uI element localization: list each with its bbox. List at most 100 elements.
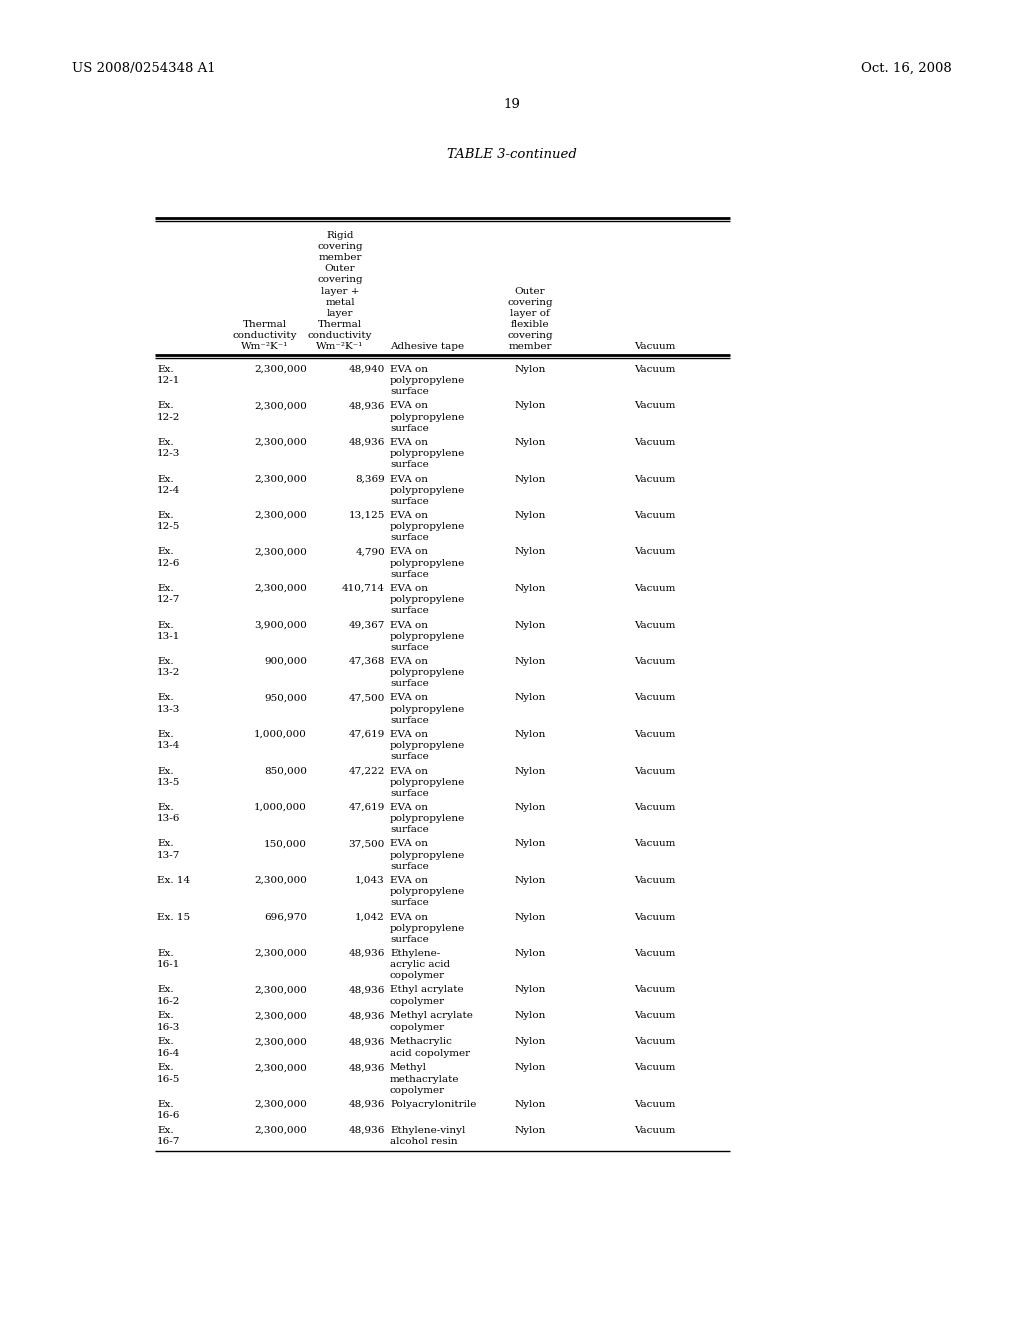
Text: Ex.
13-6: Ex. 13-6	[157, 803, 180, 824]
Text: 48,936: 48,936	[348, 1100, 385, 1109]
Text: 2,300,000: 2,300,000	[254, 511, 307, 520]
Text: 2,300,000: 2,300,000	[254, 583, 307, 593]
Text: Ex.
16-2: Ex. 16-2	[157, 986, 180, 1006]
Text: 950,000: 950,000	[264, 693, 307, 702]
Text: Nylon: Nylon	[514, 730, 546, 739]
Text: Ex.
12-1: Ex. 12-1	[157, 366, 180, 385]
Text: EVA on
polypropylene
surface: EVA on polypropylene surface	[390, 583, 465, 615]
Text: Nylon: Nylon	[514, 1038, 546, 1047]
Text: EVA on
polypropylene
surface: EVA on polypropylene surface	[390, 548, 465, 578]
Text: Ex.
13-1: Ex. 13-1	[157, 620, 180, 640]
Text: Ex.
12-5: Ex. 12-5	[157, 511, 180, 531]
Text: Nylon: Nylon	[514, 1064, 546, 1072]
Text: Ex.
12-7: Ex. 12-7	[157, 583, 180, 605]
Text: Nylon: Nylon	[514, 511, 546, 520]
Text: 2,300,000: 2,300,000	[254, 401, 307, 411]
Text: Ex.
16-4: Ex. 16-4	[157, 1038, 180, 1057]
Text: 1,042: 1,042	[355, 912, 385, 921]
Text: Vacuum: Vacuum	[634, 1011, 676, 1020]
Text: 37,500: 37,500	[348, 840, 385, 849]
Text: 900,000: 900,000	[264, 657, 307, 667]
Text: Vacuum: Vacuum	[634, 1100, 676, 1109]
Text: Vacuum: Vacuum	[634, 1064, 676, 1072]
Text: Nylon: Nylon	[514, 1100, 546, 1109]
Text: 410,714: 410,714	[342, 583, 385, 593]
Text: Vacuum: Vacuum	[634, 620, 676, 630]
Text: Ex.
16-1: Ex. 16-1	[157, 949, 180, 969]
Text: Vacuum: Vacuum	[634, 657, 676, 667]
Text: Nylon: Nylon	[514, 803, 546, 812]
Text: EVA on
polypropylene
surface: EVA on polypropylene surface	[390, 657, 465, 688]
Text: Nylon: Nylon	[514, 583, 546, 593]
Text: EVA on
polypropylene
surface: EVA on polypropylene surface	[390, 620, 465, 652]
Text: 2,300,000: 2,300,000	[254, 1011, 307, 1020]
Text: 1,043: 1,043	[355, 876, 385, 884]
Text: Ex.
13-5: Ex. 13-5	[157, 767, 180, 787]
Text: EVA on
polypropylene
surface: EVA on polypropylene surface	[390, 474, 465, 506]
Text: Vacuum: Vacuum	[634, 342, 676, 351]
Text: 2,300,000: 2,300,000	[254, 949, 307, 958]
Text: 48,940: 48,940	[348, 366, 385, 374]
Text: Ex.
12-6: Ex. 12-6	[157, 548, 180, 568]
Text: Rigid
covering
member
Outer
covering
layer +
metal
layer
Thermal
conductivity
Wm: Rigid covering member Outer covering lay…	[308, 231, 373, 351]
Text: Ethylene-vinyl
alcohol resin: Ethylene-vinyl alcohol resin	[390, 1126, 465, 1146]
Text: Nylon: Nylon	[514, 401, 546, 411]
Text: 1,000,000: 1,000,000	[254, 730, 307, 739]
Text: 13,125: 13,125	[348, 511, 385, 520]
Text: Nylon: Nylon	[514, 548, 546, 557]
Text: Methyl
methacrylate
copolymer: Methyl methacrylate copolymer	[390, 1064, 460, 1094]
Text: Nylon: Nylon	[514, 912, 546, 921]
Text: EVA on
polypropylene
surface: EVA on polypropylene surface	[390, 438, 465, 469]
Text: Vacuum: Vacuum	[634, 949, 676, 958]
Text: Vacuum: Vacuum	[634, 366, 676, 374]
Text: Vacuum: Vacuum	[634, 840, 676, 849]
Text: Ex.
13-3: Ex. 13-3	[157, 693, 180, 714]
Text: 19: 19	[504, 98, 520, 111]
Text: Ex.
12-3: Ex. 12-3	[157, 438, 180, 458]
Text: Ex.
16-7: Ex. 16-7	[157, 1126, 180, 1146]
Text: Methacrylic
acid copolymer: Methacrylic acid copolymer	[390, 1038, 470, 1057]
Text: Nylon: Nylon	[514, 986, 546, 994]
Text: Nylon: Nylon	[514, 876, 546, 884]
Text: Ex.
13-4: Ex. 13-4	[157, 730, 180, 750]
Text: Adhesive tape: Adhesive tape	[390, 342, 464, 351]
Text: 150,000: 150,000	[264, 840, 307, 849]
Text: 48,936: 48,936	[348, 401, 385, 411]
Text: Ethylene-
acrylic acid
copolymer: Ethylene- acrylic acid copolymer	[390, 949, 451, 981]
Text: Vacuum: Vacuum	[634, 438, 676, 447]
Text: Nylon: Nylon	[514, 693, 546, 702]
Text: Vacuum: Vacuum	[634, 511, 676, 520]
Text: Vacuum: Vacuum	[634, 1126, 676, 1135]
Text: Vacuum: Vacuum	[634, 912, 676, 921]
Text: Ex. 14: Ex. 14	[157, 876, 190, 884]
Text: Ex. 15: Ex. 15	[157, 912, 190, 921]
Text: Nylon: Nylon	[514, 366, 546, 374]
Text: 2,300,000: 2,300,000	[254, 1100, 307, 1109]
Text: US 2008/0254348 A1: US 2008/0254348 A1	[72, 62, 216, 75]
Text: Vacuum: Vacuum	[634, 583, 676, 593]
Text: Vacuum: Vacuum	[634, 986, 676, 994]
Text: Vacuum: Vacuum	[634, 401, 676, 411]
Text: 47,619: 47,619	[348, 803, 385, 812]
Text: Vacuum: Vacuum	[634, 474, 676, 483]
Text: 2,300,000: 2,300,000	[254, 366, 307, 374]
Text: 2,300,000: 2,300,000	[254, 1126, 307, 1135]
Text: 8,369: 8,369	[355, 474, 385, 483]
Text: Vacuum: Vacuum	[634, 876, 676, 884]
Text: 2,300,000: 2,300,000	[254, 438, 307, 447]
Text: 2,300,000: 2,300,000	[254, 876, 307, 884]
Text: TABLE 3-continued: TABLE 3-continued	[447, 148, 577, 161]
Text: 47,500: 47,500	[348, 693, 385, 702]
Text: 3,900,000: 3,900,000	[254, 620, 307, 630]
Text: Vacuum: Vacuum	[634, 693, 676, 702]
Text: Polyacrylonitrile: Polyacrylonitrile	[390, 1100, 476, 1109]
Text: Vacuum: Vacuum	[634, 1038, 676, 1047]
Text: Nylon: Nylon	[514, 840, 546, 849]
Text: 47,619: 47,619	[348, 730, 385, 739]
Text: Nylon: Nylon	[514, 620, 546, 630]
Text: Nylon: Nylon	[514, 657, 546, 667]
Text: Vacuum: Vacuum	[634, 767, 676, 776]
Text: EVA on
polypropylene
surface: EVA on polypropylene surface	[390, 876, 465, 907]
Text: Ex.
12-4: Ex. 12-4	[157, 474, 180, 495]
Text: EVA on
polypropylene
surface: EVA on polypropylene surface	[390, 912, 465, 944]
